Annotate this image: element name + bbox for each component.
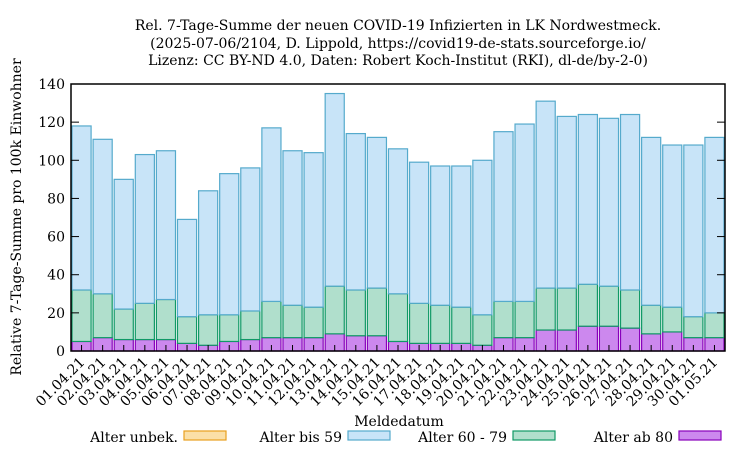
x-axis: 01.04.2102.04.2103.04.2104.04.2105.04.21…	[33, 345, 721, 410]
bar-segment	[577, 113, 599, 285]
bar-segment	[219, 173, 240, 316]
legend-swatch	[183, 430, 227, 441]
bar-segment	[240, 310, 261, 341]
y-tick-label: 140	[38, 77, 65, 93]
legend-label: Alter ab 80	[593, 430, 673, 446]
chart-title-line-3: Lizenz: CC BY-ND 4.0, Daten: Robert Koch…	[148, 53, 648, 69]
chart-title-line-1: Rel. 7-Tage-Summe der neuen COVID-19 Inf…	[135, 18, 661, 34]
chart-title-line-2: (2025-07-06/2104, D. Lippold, https://co…	[150, 36, 646, 52]
bar-segment	[662, 306, 683, 333]
y-tick-label: 0	[56, 344, 65, 360]
bar-segment	[451, 165, 472, 308]
bar-segment	[71, 125, 92, 291]
bar-segment	[197, 314, 219, 346]
bar-segment	[282, 150, 303, 306]
y-axis-label: Relative 7-Tage-Summe pro 100k Einwohner	[9, 58, 25, 376]
bar-segment	[197, 190, 219, 316]
bar-segment	[451, 306, 472, 344]
bar-segment	[134, 153, 155, 304]
y-tick-label: 80	[47, 191, 65, 207]
bar-segment	[134, 302, 155, 341]
bar-segment	[704, 312, 725, 339]
bar-segment	[683, 144, 704, 318]
legend-swatch	[347, 430, 391, 441]
x-axis-label: Meldedatum	[354, 414, 444, 430]
bar-segment	[176, 218, 198, 318]
bar-segment	[577, 283, 599, 327]
bar-segment	[472, 159, 493, 316]
bar-segment	[282, 304, 303, 339]
bar-segment	[535, 287, 556, 331]
bar-segment	[219, 314, 240, 343]
bar-segment	[176, 316, 198, 344]
bar-segment	[366, 136, 388, 289]
bar-segment	[366, 287, 388, 337]
bar-segment	[514, 123, 535, 303]
bar-segment	[324, 285, 345, 335]
y-tick-label: 60	[47, 230, 65, 246]
bar-segment	[387, 293, 409, 343]
bar-segment	[493, 131, 514, 303]
bar-segment	[113, 308, 134, 341]
legend-swatch	[678, 430, 722, 441]
bar-segment	[619, 289, 641, 329]
bar-segment	[261, 300, 282, 339]
bar-segment	[155, 150, 177, 301]
y-tick-label: 100	[38, 153, 65, 169]
bar-segment	[493, 300, 514, 339]
bar-segment	[662, 144, 683, 308]
chart-title: Rel. 7-Tage-Summe der neuen COVID-19 Inf…	[135, 18, 661, 69]
bar-segment	[408, 302, 430, 344]
bar-segment	[683, 316, 704, 339]
legend-label: Alter bis 59	[258, 430, 342, 446]
y-tick-label: 40	[47, 268, 65, 284]
bars-layer	[71, 92, 725, 352]
bar-segment	[619, 113, 641, 291]
bar-segment	[71, 289, 92, 343]
bar-segment	[598, 285, 620, 327]
legend-swatch	[512, 430, 556, 441]
legend: Alter unbek. Alter bis 59 Alter 60 - 79 Alt…	[89, 430, 722, 446]
bar-segment	[155, 298, 177, 341]
y-axis: 0 20 40 60 80 100 120 140	[38, 77, 725, 360]
bar-segment	[324, 92, 345, 287]
bar-segment	[598, 117, 620, 287]
bar-segment	[261, 127, 282, 303]
bar-segment	[92, 293, 113, 339]
legend-label: Alter 60 - 79	[417, 430, 507, 446]
bar-segment	[345, 132, 366, 291]
bar-segment	[641, 304, 662, 335]
bar-segment	[345, 289, 366, 337]
bar-segment	[387, 148, 409, 295]
bar-segment	[704, 136, 725, 314]
bar-segment	[430, 304, 451, 344]
bar-segment	[641, 136, 662, 306]
bar-segment	[535, 100, 556, 289]
bar-segment	[408, 161, 430, 304]
bar-segment	[472, 314, 493, 346]
bar-segment	[92, 138, 113, 295]
bar-segment	[556, 287, 577, 331]
bar-segment	[240, 167, 261, 312]
bar-segment	[430, 165, 451, 306]
bar-segment	[514, 300, 535, 339]
legend-label: Alter unbek.	[89, 430, 178, 446]
bar-segment	[303, 306, 324, 339]
bar-segment	[556, 115, 577, 289]
bar-segment	[113, 178, 134, 310]
bar-segment	[303, 152, 324, 308]
y-tick-label: 120	[38, 115, 65, 131]
y-tick-label: 20	[47, 306, 65, 322]
